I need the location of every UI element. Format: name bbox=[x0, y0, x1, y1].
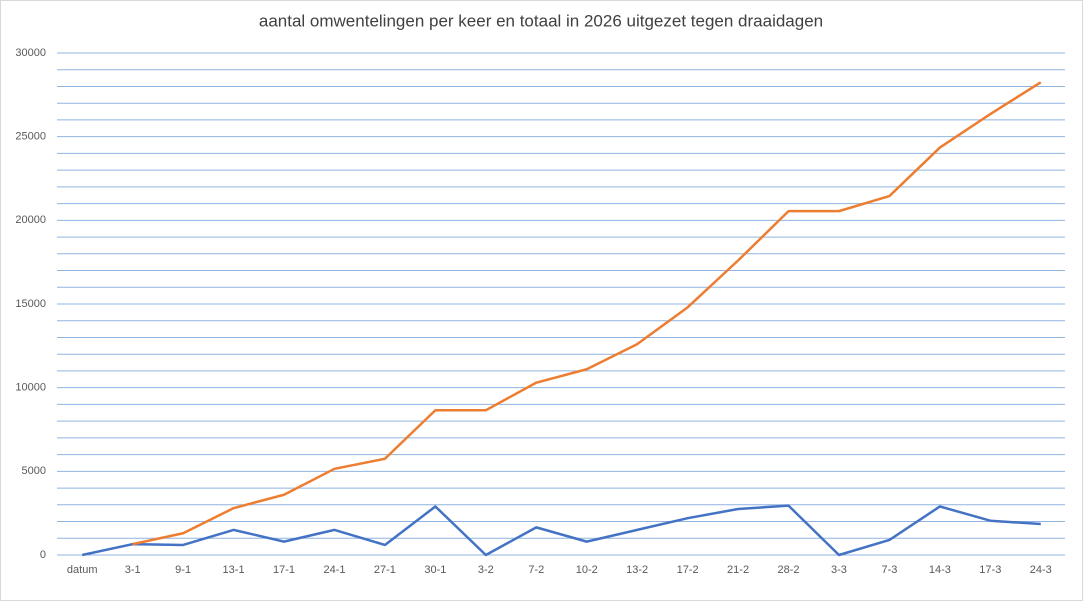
y-tick-label: 0 bbox=[40, 549, 46, 561]
y-tick-label: 10000 bbox=[15, 382, 46, 394]
x-tick-label: 7-3 bbox=[881, 564, 897, 576]
y-tick-label: 20000 bbox=[15, 214, 46, 226]
x-tick-label: 24-1 bbox=[323, 564, 345, 576]
y-tick-label: 5000 bbox=[22, 465, 46, 477]
x-tick-label: 27-1 bbox=[374, 564, 396, 576]
x-tick-label: 13-1 bbox=[223, 564, 245, 576]
x-tick-label: 3-2 bbox=[478, 564, 494, 576]
y-tick-label: 30000 bbox=[15, 47, 46, 59]
x-tick-label: 21-2 bbox=[727, 564, 749, 576]
x-tick-label: 13-2 bbox=[626, 564, 648, 576]
x-tick-label: 7-2 bbox=[528, 564, 544, 576]
x-tick-label: 9-1 bbox=[175, 564, 191, 576]
x-tick-label: 17-2 bbox=[677, 564, 699, 576]
x-tick-label: 3-3 bbox=[831, 564, 847, 576]
x-tick-label: 14-3 bbox=[929, 564, 951, 576]
x-tick-label: 17-1 bbox=[273, 564, 295, 576]
x-tick-label: 10-2 bbox=[576, 564, 598, 576]
chart-title: aantal omwentelingen per keer en totaal … bbox=[259, 11, 823, 30]
x-tick-label: 24-3 bbox=[1030, 564, 1052, 576]
x-tick-label: 28-2 bbox=[778, 564, 800, 576]
series-line bbox=[132, 81, 1042, 546]
x-tick-label: 17-3 bbox=[979, 564, 1001, 576]
x-tick-label: 30-1 bbox=[424, 564, 446, 576]
series-line bbox=[81, 504, 1041, 557]
x-tick-label: 3-1 bbox=[125, 564, 141, 576]
y-tick-label: 25000 bbox=[15, 131, 46, 143]
x-tick-label: datum bbox=[67, 564, 98, 576]
y-tick-label: 15000 bbox=[15, 298, 46, 310]
